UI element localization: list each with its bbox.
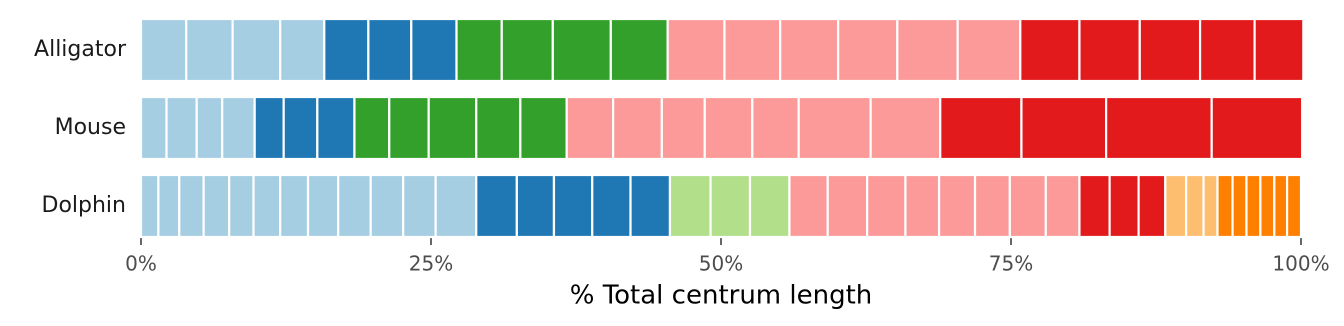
segment	[1078, 173, 1111, 239]
segment	[973, 173, 1011, 239]
segment	[306, 173, 340, 239]
x-tick-label: 25%	[409, 252, 453, 276]
segment	[1137, 173, 1167, 239]
segment	[515, 173, 556, 239]
segment	[552, 173, 594, 239]
segment	[279, 17, 326, 83]
segment	[253, 95, 285, 161]
x-tick-label: 50%	[699, 252, 743, 276]
segment	[157, 173, 181, 239]
segment	[475, 173, 518, 239]
segment	[666, 17, 726, 83]
segment	[519, 95, 568, 161]
x-tick-label: 0%	[125, 252, 157, 276]
segment	[723, 17, 782, 83]
segment	[427, 95, 478, 161]
segment	[837, 17, 899, 83]
segment	[139, 173, 160, 239]
segment	[1202, 173, 1219, 239]
segment	[703, 95, 754, 161]
segment	[353, 95, 391, 161]
segment	[709, 173, 752, 239]
segment	[826, 173, 869, 239]
segment	[316, 95, 356, 161]
segment	[195, 95, 224, 161]
segment	[221, 95, 256, 161]
segment	[165, 95, 198, 161]
segment	[565, 95, 615, 161]
segment	[751, 95, 800, 161]
segment	[1138, 17, 1202, 83]
segment	[388, 95, 430, 161]
segment	[1273, 173, 1289, 239]
segment	[279, 173, 310, 239]
segment	[866, 173, 907, 239]
segment	[1105, 95, 1213, 161]
segment	[1108, 173, 1140, 239]
segment	[1245, 173, 1262, 239]
segment	[475, 95, 522, 161]
segment	[956, 17, 1022, 83]
segment	[282, 95, 319, 161]
segment	[1078, 17, 1141, 83]
segment	[323, 17, 370, 83]
segment	[500, 17, 554, 83]
segment	[202, 173, 231, 239]
y-tick-label: Alligator	[34, 37, 127, 62]
segment	[668, 173, 712, 239]
segment	[402, 173, 437, 239]
x-tick-label: 75%	[989, 252, 1033, 276]
segment	[1253, 17, 1305, 83]
segment	[629, 173, 672, 239]
segment	[788, 173, 829, 239]
segment	[939, 95, 1023, 161]
segment	[337, 173, 372, 239]
x-axis-title: % Total centrum length	[570, 281, 873, 311]
segment	[455, 17, 503, 83]
segment	[779, 17, 840, 83]
x-tick-label: 100%	[1272, 252, 1329, 276]
segment	[660, 95, 706, 161]
segment	[797, 95, 872, 161]
segment	[1019, 17, 1081, 83]
segment	[869, 95, 942, 161]
segment	[904, 173, 941, 239]
segment	[1259, 173, 1276, 239]
segment	[367, 17, 413, 83]
segment	[231, 17, 282, 83]
segment	[434, 173, 478, 239]
segment	[252, 173, 282, 239]
segment	[178, 173, 205, 239]
segment	[185, 17, 234, 83]
segment	[748, 173, 791, 239]
segment	[1044, 173, 1081, 239]
segment	[1216, 173, 1234, 239]
segment	[1185, 173, 1205, 239]
y-tick-label: Dolphin	[42, 193, 126, 218]
segment	[1231, 173, 1248, 239]
segment	[1020, 95, 1108, 161]
segment	[937, 173, 977, 239]
segment	[1210, 95, 1304, 161]
segment	[1285, 173, 1303, 239]
segment	[228, 173, 255, 239]
segment	[1198, 17, 1256, 83]
segment	[609, 17, 669, 83]
segment	[139, 17, 188, 83]
segment	[591, 173, 632, 239]
y-tick-label: Mouse	[55, 115, 126, 140]
segment	[410, 17, 458, 83]
segment	[1164, 173, 1188, 239]
segment	[551, 17, 612, 83]
segment	[612, 95, 663, 161]
segment	[896, 17, 959, 83]
segment	[369, 173, 405, 239]
segment	[1008, 173, 1047, 239]
segment	[139, 95, 168, 161]
